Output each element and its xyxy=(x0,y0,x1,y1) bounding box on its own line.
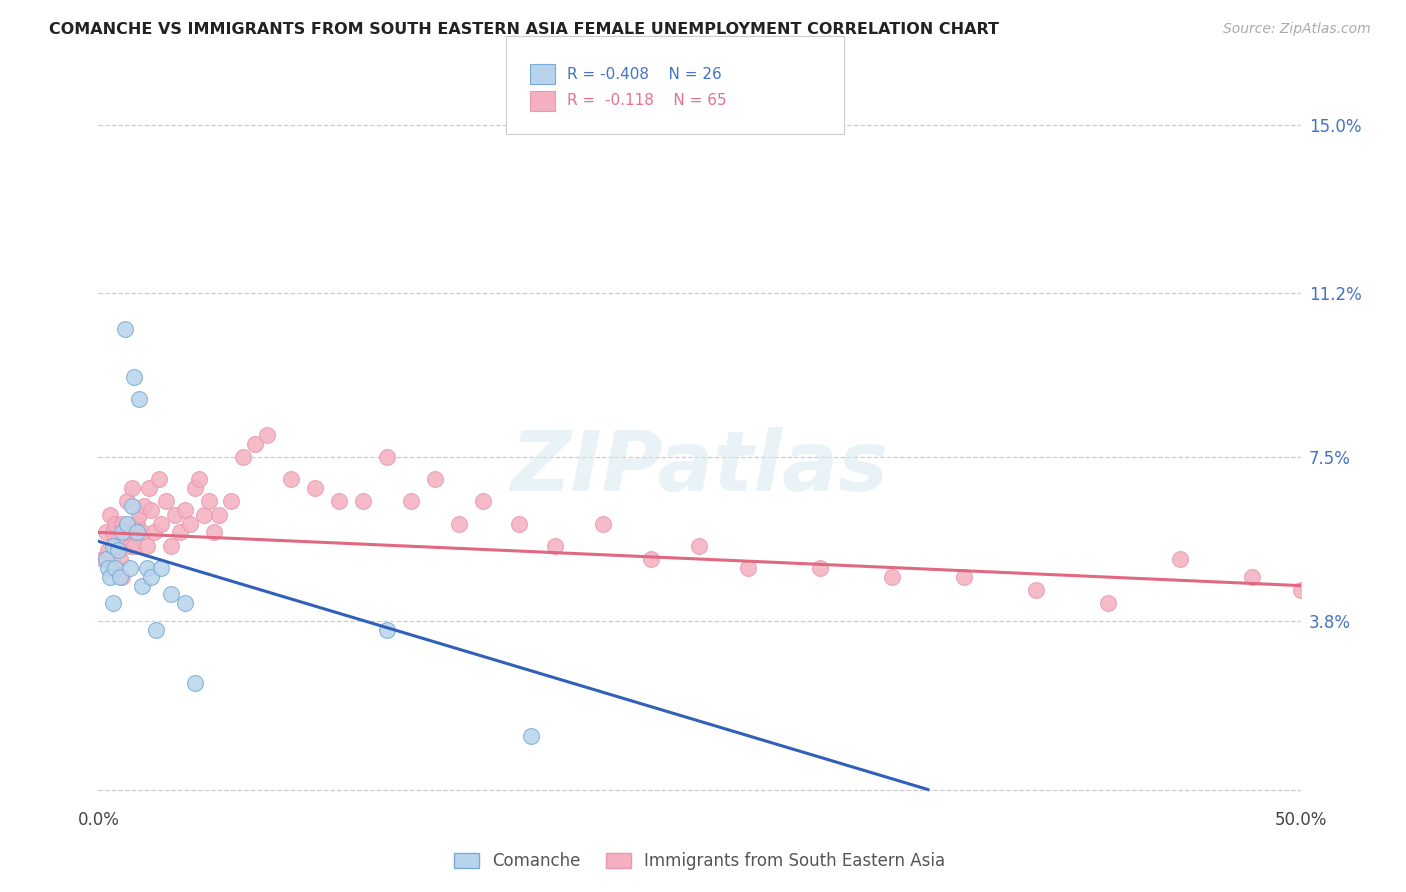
Point xyxy=(159,587,181,601)
Point xyxy=(132,499,155,513)
Point xyxy=(124,539,146,553)
Point xyxy=(352,494,374,508)
Point xyxy=(121,481,143,495)
Point xyxy=(165,508,187,522)
Point xyxy=(128,392,150,407)
Legend: Comanche, Immigrants from South Eastern Asia: Comanche, Immigrants from South Eastern … xyxy=(447,846,952,877)
Point xyxy=(118,539,141,553)
Point xyxy=(97,561,120,575)
Point xyxy=(111,525,134,540)
Point xyxy=(101,539,124,553)
Point xyxy=(280,472,302,486)
Point xyxy=(174,503,197,517)
Point xyxy=(447,516,470,531)
Point xyxy=(91,552,114,566)
Point xyxy=(135,561,157,575)
Point xyxy=(232,450,254,464)
Point xyxy=(640,552,662,566)
Point xyxy=(131,525,153,540)
Point xyxy=(1097,596,1119,610)
Point xyxy=(125,516,148,531)
Point xyxy=(159,539,181,553)
Point xyxy=(423,472,446,486)
Point xyxy=(111,570,134,584)
Point xyxy=(328,494,350,508)
Point xyxy=(1241,570,1264,584)
Point xyxy=(508,516,530,531)
Point xyxy=(111,516,134,531)
Point xyxy=(145,623,167,637)
Point xyxy=(149,516,172,531)
Text: Source: ZipAtlas.com: Source: ZipAtlas.com xyxy=(1223,22,1371,37)
Point xyxy=(183,676,205,690)
Point xyxy=(243,437,266,451)
Point xyxy=(142,525,165,540)
Point xyxy=(125,525,148,540)
Point xyxy=(953,570,976,584)
Point xyxy=(183,481,205,495)
Point xyxy=(131,579,153,593)
Point xyxy=(107,539,129,553)
Point xyxy=(104,561,127,575)
Text: R =  -0.118    N = 65: R = -0.118 N = 65 xyxy=(567,94,727,108)
Point xyxy=(399,494,422,508)
Point xyxy=(208,508,231,522)
Point xyxy=(179,516,201,531)
Point xyxy=(472,494,495,508)
Point xyxy=(304,481,326,495)
Point xyxy=(114,321,136,335)
Point xyxy=(108,570,131,584)
Point xyxy=(1289,582,1312,597)
Point xyxy=(117,516,139,531)
Point xyxy=(97,543,120,558)
Point xyxy=(121,499,143,513)
Point xyxy=(202,525,225,540)
Point xyxy=(155,494,177,508)
Point xyxy=(138,481,160,495)
Point xyxy=(808,561,831,575)
Point xyxy=(124,370,146,384)
Point xyxy=(256,428,278,442)
Point xyxy=(689,539,711,553)
Point xyxy=(375,623,398,637)
Point xyxy=(108,552,131,566)
Point xyxy=(149,561,172,575)
Point xyxy=(101,525,124,540)
Point xyxy=(193,508,215,522)
Point xyxy=(188,472,211,486)
Point xyxy=(114,525,136,540)
Point xyxy=(101,561,124,575)
Point xyxy=(100,508,122,522)
Point xyxy=(94,525,117,540)
Point xyxy=(375,450,398,464)
Point xyxy=(107,543,129,558)
Point xyxy=(141,570,163,584)
Point xyxy=(592,516,614,531)
Point xyxy=(100,570,122,584)
Point xyxy=(118,561,141,575)
Point xyxy=(1025,582,1047,597)
Point xyxy=(544,539,567,553)
Point xyxy=(198,494,221,508)
Point xyxy=(169,525,191,540)
Point xyxy=(101,596,124,610)
Point xyxy=(128,508,150,522)
Text: R = -0.408    N = 26: R = -0.408 N = 26 xyxy=(567,67,721,81)
Text: COMANCHE VS IMMIGRANTS FROM SOUTH EASTERN ASIA FEMALE UNEMPLOYMENT CORRELATION C: COMANCHE VS IMMIGRANTS FROM SOUTH EASTER… xyxy=(49,22,1000,37)
Point xyxy=(219,494,242,508)
Point xyxy=(174,596,197,610)
Point xyxy=(117,494,139,508)
Point xyxy=(135,539,157,553)
Point xyxy=(737,561,759,575)
Point xyxy=(141,503,163,517)
Point xyxy=(880,570,903,584)
Point xyxy=(520,729,543,743)
Text: ZIPatlas: ZIPatlas xyxy=(510,427,889,508)
Point xyxy=(148,472,170,486)
Point xyxy=(1170,552,1192,566)
Point xyxy=(94,552,117,566)
Point xyxy=(104,516,127,531)
